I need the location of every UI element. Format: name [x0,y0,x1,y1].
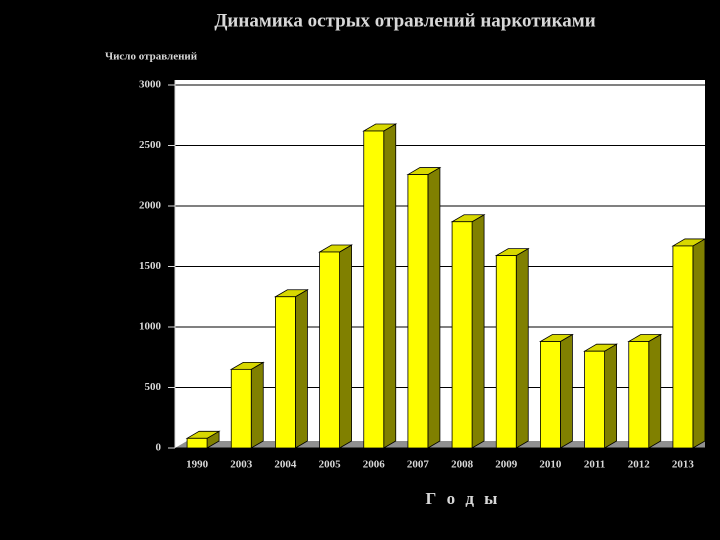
bar [407,174,429,449]
bar [672,245,694,449]
x-tick-label: 2011 [584,459,605,471]
bar [495,255,517,449]
bar-side [250,361,264,449]
bar [363,130,385,449]
bar [186,437,208,449]
x-tick-label: 2004 [274,459,297,471]
bar-side [648,333,662,449]
y-tick-label: 3000 [139,79,162,91]
x-tick-label: 2010 [539,459,562,471]
bar [319,251,340,449]
y-tick-label: 500 [145,381,162,393]
x-tick-label: 2008 [451,459,474,471]
bar-side [515,247,529,449]
bar [275,296,296,449]
bar-side [471,214,485,449]
bar-side [692,238,706,449]
x-tick-label: 2005 [319,459,342,471]
bar [230,368,252,449]
bar-side [339,244,352,449]
bar-side [604,343,617,449]
x-tick-label: 2006 [363,459,386,471]
x-tick-label: 2007 [407,459,430,471]
bar-side [560,333,573,449]
y-axis-label: Число отравлений [105,51,198,63]
chart-title: Динамика острых отравлений наркотиками [214,10,595,31]
floor [175,441,705,448]
bar [628,341,650,449]
y-tick-label: 1000 [139,321,162,333]
x-tick-label: 2013 [672,459,695,471]
y-tick-label: 1500 [139,260,162,272]
x-tick-label: 2003 [230,459,253,471]
y-tick-label: 2500 [139,139,162,151]
x-tick-label: 2012 [628,459,651,471]
x-tick-label: 2009 [495,459,518,471]
bar [451,221,473,449]
bar-side [427,166,441,449]
bar-side [295,289,308,449]
bar [584,350,605,449]
bar-side [383,123,397,449]
bar [540,341,561,449]
x-tick-label: 1990 [186,459,209,471]
y-tick-label: 0 [156,442,162,454]
y-tick-label: 2000 [139,200,162,212]
x-axis-label: Г о д ы [426,489,501,508]
